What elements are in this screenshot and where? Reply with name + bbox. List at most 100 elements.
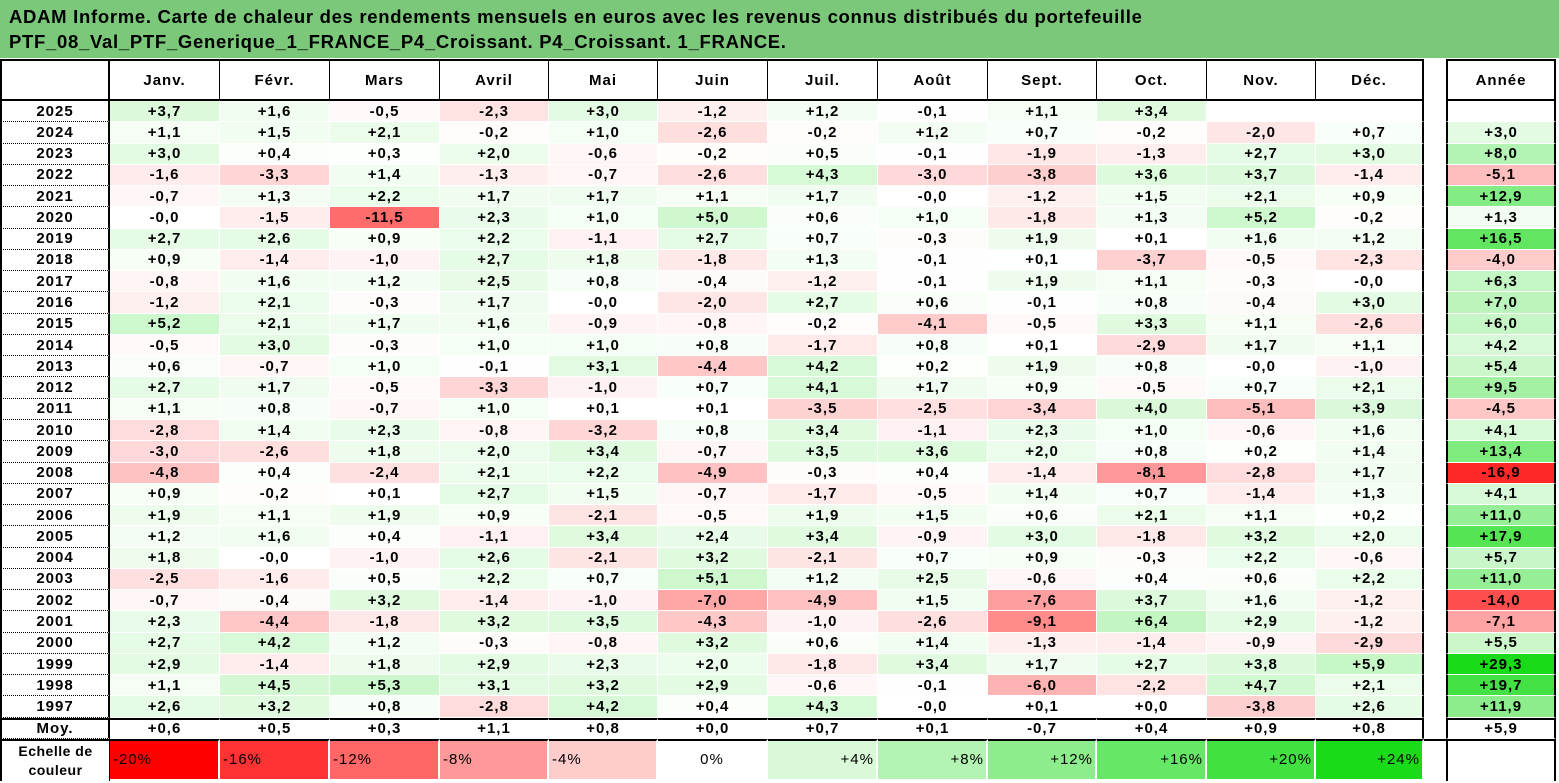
heatmap-cell: +1,9 (768, 505, 878, 527)
heatmap-cell: -1,4 (220, 249, 330, 272)
heatmap-cell: -2,2 (1097, 675, 1207, 697)
heatmap-cell: +1,5 (878, 505, 988, 527)
heatmap-cell: -0,7 (220, 356, 330, 378)
annual-cell: +5,4 (1446, 356, 1556, 378)
heatmap-cell: +1,1 (220, 505, 330, 527)
heatmap-cell: +0,4 (1097, 568, 1207, 591)
heatmap-cell: +3,5 (549, 611, 658, 633)
average-cell: +1,1 (440, 717, 549, 739)
heatmap-cell: +1,0 (330, 356, 440, 378)
heatmap-cell: -1,4 (1097, 632, 1207, 654)
heatmap-cell: -7,6 (988, 590, 1097, 612)
heatmap-cell: -7,0 (658, 590, 768, 612)
heatmap-cell: +4,1 (768, 377, 878, 399)
column-header-avril: Avril (440, 59, 549, 101)
heatmap-cell: +0,9 (988, 377, 1097, 399)
heatmap-cell: -11,5 (330, 207, 440, 229)
report-title-line-1: ADAM Informe. Carte de chaleur des rende… (9, 6, 1143, 27)
column-spacer (1424, 398, 1446, 420)
column-spacer (1424, 271, 1446, 293)
heatmap-cell: +1,6 (220, 271, 330, 293)
color-scale-label-line-1: Echelle de (18, 742, 93, 759)
column-header-janv: Janv. (110, 59, 220, 101)
average-cell: +0,3 (330, 717, 440, 739)
heatmap-cell: -1,7 (768, 483, 878, 506)
report-title-bar: ADAM Informe. Carte de chaleur des rende… (0, 0, 1559, 58)
heatmap-cell: +1,9 (110, 505, 220, 527)
heatmap-cell: -0,1 (878, 271, 988, 293)
heatmap-cell: -0,4 (658, 271, 768, 293)
annual-cell: +5,7 (1446, 547, 1556, 569)
heatmap-cell: +1,1 (988, 101, 1097, 123)
column-header-aout: Août (878, 59, 988, 101)
annual-cell: +4,1 (1446, 419, 1556, 442)
heatmap-cell: +5,3 (330, 675, 440, 697)
heatmap-cell: +2,2 (330, 186, 440, 208)
heatmap-cell: -2,8 (440, 696, 549, 718)
year-label: 2018 (0, 249, 110, 272)
heatmap-cell: -0,7 (110, 186, 220, 208)
heatmap-cell: +1,8 (330, 441, 440, 463)
heatmap-cell: -0,6 (988, 568, 1097, 591)
heatmap-cell: +2,1 (1207, 186, 1316, 208)
heatmap-cell: +3,2 (440, 611, 549, 633)
heatmap-cell: +0,9 (330, 228, 440, 250)
heatmap-cell: -2,1 (768, 547, 878, 569)
heatmap-cell: -1,1 (878, 419, 988, 442)
column-header-annee: Année (1446, 59, 1556, 101)
heatmap-cell: +1,1 (110, 398, 220, 420)
heatmap-cell: -3,2 (549, 419, 658, 442)
heatmap-cell: -4,4 (220, 611, 330, 633)
column-spacer (1424, 526, 1446, 548)
heatmap-cell: -0,2 (440, 122, 549, 144)
color-scale-step: -20% (110, 738, 220, 781)
heatmap-cell: +2,7 (110, 377, 220, 399)
heatmap-cell: +2,0 (1316, 526, 1424, 548)
column-header-fevr: Févr. (220, 59, 330, 101)
heatmap-cell: -2,6 (658, 122, 768, 144)
heatmap-cell: +1,7 (549, 186, 658, 208)
heatmap-cell: +1,6 (220, 526, 330, 548)
heatmap-cell: +0,4 (220, 143, 330, 165)
heatmap-cell: -0,0 (220, 547, 330, 569)
heatmap-cell: +1,9 (988, 271, 1097, 293)
heatmap-cell: +3,0 (1316, 143, 1424, 165)
heatmap-cell: -1,2 (988, 186, 1097, 208)
heatmap-cell: +2,2 (440, 568, 549, 591)
heatmap-cell: -3,8 (988, 164, 1097, 187)
heatmap-cell: -2,6 (878, 611, 988, 633)
year-label: 2009 (0, 441, 110, 463)
heatmap-cell: -0,3 (768, 462, 878, 484)
heatmap-cell: +1,7 (988, 653, 1097, 676)
heatmap-cell: +4,5 (220, 675, 330, 697)
heatmap-cell: +3,6 (1097, 164, 1207, 187)
heatmap-cell: -2,6 (1316, 313, 1424, 335)
heatmap-cell: +0,6 (110, 356, 220, 378)
heatmap-cell: -1,3 (988, 632, 1097, 654)
year-label: 2015 (0, 313, 110, 335)
heatmap-cell: +0,6 (768, 207, 878, 229)
heatmap-cell: -3,3 (440, 377, 549, 399)
heatmap-cell: +1,3 (1097, 207, 1207, 229)
annual-cell: +7,0 (1446, 292, 1556, 314)
heatmap-cell: -0,6 (768, 675, 878, 697)
heatmap-cell: -2,9 (1316, 632, 1424, 654)
heatmap-cell: +1,3 (1316, 483, 1424, 506)
heatmap-cell: -1,1 (549, 228, 658, 250)
heatmap-cell: -0,2 (768, 313, 878, 335)
heatmap-cell: -1,6 (220, 568, 330, 591)
heatmap-cell: +1,6 (1207, 228, 1316, 250)
annual-cell: -14,0 (1446, 590, 1556, 612)
heatmap-cell: +1,7 (1316, 462, 1424, 484)
heatmap-cell: -0,2 (1097, 122, 1207, 144)
year-label: 2003 (0, 568, 110, 591)
heatmap-cell: +1,4 (878, 632, 988, 654)
color-scale-step: -8% (440, 738, 549, 781)
color-scale-end-cell (1446, 738, 1556, 781)
color-scale-step: -12% (330, 738, 440, 781)
heatmap-cell: +5,2 (1207, 207, 1316, 229)
heatmap-cell: -1,8 (988, 207, 1097, 229)
column-header-oct: Oct. (1097, 59, 1207, 101)
heatmap-cell: +2,6 (110, 696, 220, 718)
heatmap-cell: +2,4 (658, 526, 768, 548)
